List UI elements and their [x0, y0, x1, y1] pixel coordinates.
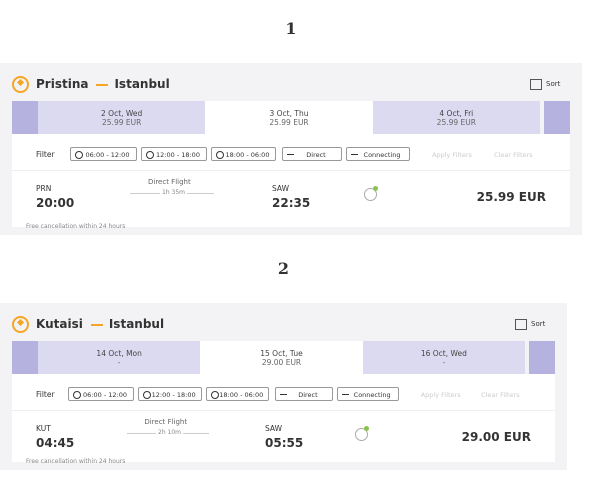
sort-icon — [530, 79, 542, 90]
sort-icon — [515, 319, 527, 330]
filter-icon — [287, 154, 294, 155]
destination: Istanbul — [114, 77, 170, 91]
date-cell[interactable]: 14 Oct, Mon - — [38, 341, 201, 374]
date: 14 Oct, Mon — [96, 349, 142, 358]
filter-button[interactable]: 18:00 - 06:00 — [211, 147, 276, 161]
panel: Kutaisi Istanbul Sort 14 Oct, Mon -15 Oct, T… — [0, 303, 567, 470]
price[interactable]: 29.00 EUR — [461, 430, 531, 444]
next-date[interactable] — [544, 101, 570, 134]
plane-icon — [12, 76, 29, 93]
route-arrow — [90, 324, 103, 326]
filter-button[interactable]: 12:00 - 18:00 — [137, 387, 202, 401]
date-cell[interactable]: 3 Oct, Thu 25.99 EUR — [205, 101, 373, 134]
prev-date[interactable] — [12, 341, 38, 374]
filter-icon — [210, 391, 219, 399]
duration: 2h 10m — [156, 429, 184, 436]
filter-button[interactable]: 12:00 - 18:00 — [141, 147, 207, 161]
origin: Kutaisi — [36, 317, 83, 331]
duration: 1h 35m — [160, 189, 188, 196]
filter-icon — [351, 154, 358, 155]
filter-icon — [73, 391, 82, 399]
filter-icon — [216, 151, 224, 159]
clear-filters[interactable]: Clear Filters — [494, 151, 533, 159]
date-cell[interactable]: 15 Oct, Tue 29.00 EUR — [200, 341, 363, 374]
apply-filters[interactable]: Apply Filters — [432, 151, 472, 159]
date-price: 25.99 EUR — [102, 118, 142, 127]
filter-button[interactable]: Direct — [274, 387, 334, 401]
sort-button[interactable]: Sort — [546, 80, 561, 88]
section-number: 1 — [285, 19, 297, 38]
section-number: 2 — [277, 259, 290, 278]
from-code: KUT — [36, 424, 51, 433]
filter-icon — [75, 151, 83, 159]
results: Filter 06:00 - 12:00 12:00 - 18:00 18:00 - … — [12, 374, 555, 465]
note: Free cancellation within 24 hours — [26, 458, 126, 465]
cancel-badge — [354, 428, 368, 441]
date-cell[interactable]: 2 Oct, Wed 25.99 EUR — [38, 101, 206, 134]
cancel-dot — [373, 186, 378, 191]
filter-button[interactable]: Direct — [282, 147, 342, 161]
arrival: 22:35 — [272, 196, 311, 210]
filter-button[interactable]: 06:00 - 12:00 — [68, 387, 134, 401]
filter-button[interactable]: 06:00 - 12:00 — [70, 147, 137, 161]
cancel-dot — [363, 426, 369, 431]
filter-button[interactable]: 18:00 - 06:00 — [205, 387, 269, 401]
date: 15 Oct, Tue — [260, 349, 303, 358]
next-date[interactable] — [529, 341, 555, 374]
filter-icon — [279, 394, 287, 395]
divider — [12, 410, 555, 411]
date: 16 Oct, Wed — [420, 349, 467, 358]
prev-date[interactable] — [12, 101, 38, 134]
date-price: 29.00 EUR — [261, 358, 302, 367]
results: Filter 06:00 - 12:00 12:00 - 18:00 18:00 - … — [12, 134, 570, 230]
date-cell[interactable]: 16 Oct, Wed - — [362, 341, 525, 374]
filter-label: Filter — [36, 390, 55, 399]
origin: Pristina — [36, 77, 89, 91]
date-cell[interactable]: 4 Oct, Fri 25.99 EUR — [372, 101, 540, 134]
note: Free cancellation within 24 hours — [26, 223, 126, 230]
date-price: - — [117, 358, 121, 367]
price[interactable]: 25.99 EUR — [476, 190, 546, 204]
departure: 04:45 — [36, 436, 75, 450]
filter-label: Filter — [36, 150, 55, 159]
clear-filters[interactable]: Clear Filters — [481, 391, 520, 399]
date-price: 25.99 EUR — [436, 118, 476, 127]
flight-type: Direct Flight — [144, 418, 188, 426]
plane-icon — [12, 316, 29, 333]
to-code: SAW — [265, 424, 283, 433]
filter-button[interactable]: Connecting — [337, 387, 400, 401]
from-code: PRN — [36, 184, 52, 193]
date-price: - — [442, 358, 446, 367]
panel: Pristina Istanbul Sort 2 Oct, Wed 25.99 EUR 3… — [0, 63, 582, 235]
divider — [12, 170, 570, 171]
to-code: SAW — [272, 184, 290, 193]
flight-type: Direct Flight — [148, 178, 191, 186]
sort-button[interactable]: Sort — [531, 320, 546, 328]
filter-button[interactable]: Connecting — [346, 147, 410, 161]
date-price: 25.99 EUR — [269, 118, 309, 127]
date: 2 Oct, Wed — [101, 109, 143, 118]
destination: Istanbul — [108, 317, 165, 331]
cancel-badge — [364, 188, 377, 201]
filter-icon — [342, 394, 350, 395]
filter-icon — [146, 151, 154, 159]
apply-filters[interactable]: Apply Filters — [420, 391, 461, 399]
route-arrow — [96, 84, 109, 86]
date: 4 Oct, Fri — [439, 109, 474, 118]
filter-icon — [142, 391, 151, 399]
departure: 20:00 — [36, 196, 75, 210]
arrival: 05:55 — [265, 436, 304, 450]
date: 3 Oct, Thu — [269, 109, 309, 118]
